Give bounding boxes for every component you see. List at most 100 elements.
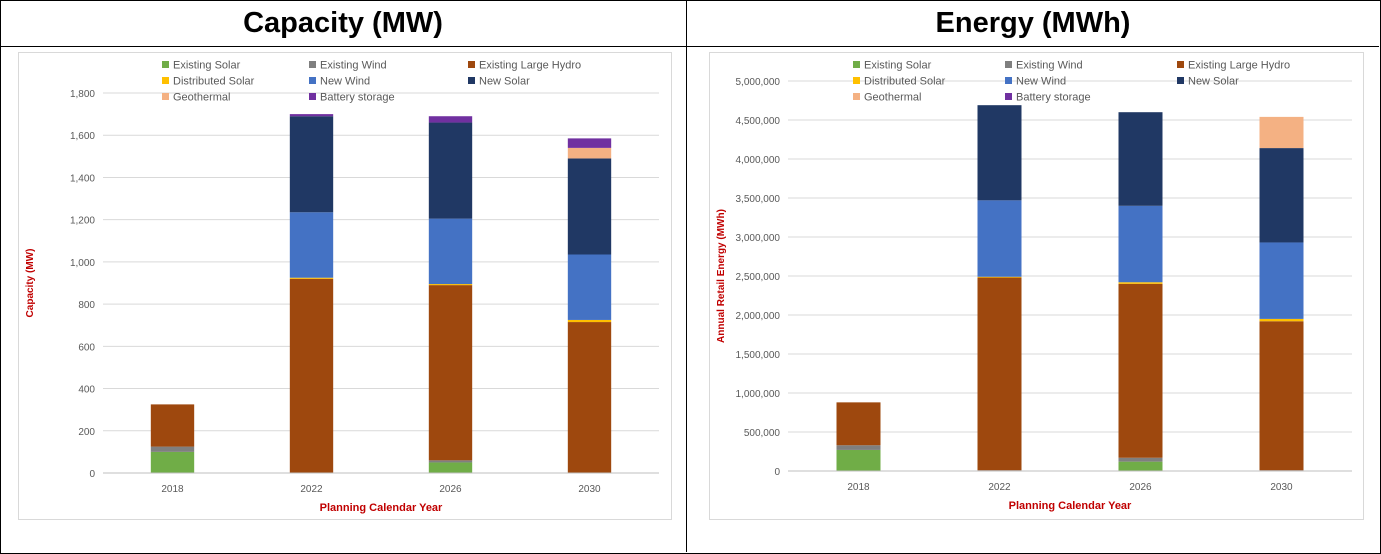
capacity-bar-existing-large-hydro-2030 (567, 322, 612, 473)
capacity-legend-label-geothermal: Geothermal (173, 92, 230, 104)
energy-chart-box: 0 500,000 1,000,000 1,500,000 2,000,000 2,500… (709, 52, 1364, 520)
energy-y-tick-label: 4,000,000 (736, 155, 781, 166)
energy-legend-swatch-existing-wind (1005, 61, 1012, 68)
energy-legend-label-existing-large-hydro: Existing Large Hydro (1188, 60, 1290, 72)
capacity-bar-new-wind-2030 (567, 254, 612, 320)
capacity-y-tick-label: 1,200 (70, 216, 95, 227)
energy-legend-swatch-geothermal (853, 93, 860, 100)
energy-legend-swatch-existing-large-hydro (1177, 61, 1184, 68)
energy-y-axis-title: Annual Retail Energy (MWh) (716, 209, 727, 343)
capacity-legend-label-distributed-solar: Distributed Solar (173, 76, 255, 88)
energy-panel-title: Energy (MWh) (935, 7, 1131, 39)
capacity-y-tick-label: 200 (78, 427, 95, 438)
capacity-bar-new-solar-2030 (567, 158, 612, 255)
capacity-bar-distributed-solar-2030 (567, 319, 612, 323)
energy-bar-existing-large-hydro-2026 (1118, 283, 1163, 458)
capacity-bar-existing-wind-2026 (428, 460, 473, 463)
capacity-bar-existing-wind-2018 (150, 446, 195, 452)
energy-bar-distributed-solar-2022 (977, 276, 1022, 278)
capacity-x-tick-label: 2026 (439, 484, 462, 495)
capacity-bar-new-wind-2026 (428, 218, 473, 285)
energy-x-tick-label: 2022 (988, 482, 1011, 493)
energy-y-tick-label: 1,000,000 (736, 389, 781, 400)
energy-bar-new-wind-2030 (1259, 242, 1304, 319)
capacity-bar-battery-storage-2030 (567, 138, 612, 148)
capacity-legend-swatch-geothermal (162, 93, 169, 100)
energy-bar-existing-large-hydro-2022 (977, 277, 1022, 471)
energy-legend-label-geothermal: Geothermal (864, 92, 921, 104)
energy-bar-existing-large-hydro-2030 (1259, 321, 1304, 471)
capacity-chart: 0 200 400 600 800 1,000 1,200 1,400 1,600 1,800 20… (25, 60, 659, 514)
energy-bar-distributed-solar-2030 (1259, 318, 1304, 322)
energy-y-tick-label: 0 (774, 467, 780, 478)
capacity-bar-existing-solar-2026 (428, 462, 473, 473)
energy-y-tick-label: 3,000,000 (736, 233, 781, 244)
energy-x-tick-label: 2026 (1129, 482, 1152, 493)
capacity-legend-label-existing-large-hydro: Existing Large Hydro (479, 60, 581, 72)
capacity-legend-swatch-existing-wind (309, 61, 316, 68)
capacity-chart-box: 0 200 400 600 800 1,000 1,200 1,400 1,600 1,800 20… (18, 52, 672, 520)
energy-bar-existing-large-hydro-2018 (836, 402, 881, 446)
capacity-y-tick-label: 800 (78, 300, 95, 311)
title-divider (0, 46, 1379, 47)
capacity-y-axis-title: Capacity (MW) (25, 249, 36, 318)
capacity-legend-swatch-existing-large-hydro (468, 61, 475, 68)
energy-bar-distributed-solar-2026 (1118, 282, 1163, 284)
capacity-x-tick-label: 2018 (161, 484, 184, 495)
capacity-legend-label-existing-solar: Existing Solar (173, 60, 241, 72)
capacity-panel-title: Capacity (MW) (243, 7, 443, 39)
capacity-x-tick-label: 2022 (300, 484, 323, 495)
energy-legend-swatch-battery-storage (1005, 93, 1012, 100)
capacity-legend-label-existing-wind: Existing Wind (320, 60, 387, 72)
capacity-legend-swatch-battery-storage (309, 93, 316, 100)
capacity-bar-battery-storage-2022 (289, 114, 334, 117)
energy-legend-label-new-wind: New Wind (1016, 76, 1066, 88)
energy-y-tick-label: 500,000 (744, 428, 781, 439)
capacity-bar-distributed-solar-2026 (428, 284, 473, 286)
capacity-y-tick-label: 0 (89, 469, 95, 480)
capacity-y-tick-label: 1,600 (70, 131, 95, 142)
energy-y-tick-label: 2,000,000 (736, 311, 781, 322)
capacity-y-tick-label: 400 (78, 385, 95, 396)
capacity-bar-new-solar-2022 (289, 116, 334, 213)
capacity-legend-label-new-wind: New Wind (320, 76, 370, 88)
panel-divider (686, 0, 687, 552)
energy-x-tick-label: 2030 (1270, 482, 1293, 493)
energy-legend-swatch-distributed-solar (853, 77, 860, 84)
energy-y-tick-label: 3,500,000 (736, 194, 781, 205)
capacity-x-tick-label: 2030 (578, 484, 601, 495)
energy-y-tick-label: 5,000,000 (736, 77, 781, 88)
energy-legend-label-battery-storage: Battery storage (1016, 92, 1091, 104)
energy-legend-label-existing-wind: Existing Wind (1016, 60, 1083, 72)
energy-x-axis-title: Planning Calendar Year (1009, 500, 1132, 512)
energy-y-tick-label: 1,500,000 (736, 350, 781, 361)
energy-bar-new-wind-2026 (1118, 205, 1163, 283)
energy-bar-new-solar-2022 (977, 105, 1022, 201)
energy-bar-existing-solar-2018 (836, 449, 881, 471)
capacity-bar-existing-large-hydro-2026 (428, 285, 473, 461)
capacity-bar-existing-solar-2018 (150, 451, 195, 473)
capacity-legend-label-new-solar: New Solar (479, 76, 530, 88)
energy-bar-new-solar-2030 (1259, 148, 1304, 243)
energy-legend-label-distributed-solar: Distributed Solar (864, 76, 946, 88)
energy-bar-existing-wind-2018 (836, 445, 881, 450)
capacity-bar-geothermal-2030 (567, 147, 612, 159)
energy-bar-existing-wind-2026 (1118, 457, 1163, 462)
capacity-legend-swatch-new-solar (468, 77, 475, 84)
energy-legend-swatch-existing-solar (853, 61, 860, 68)
capacity-y-tick-label: 1,400 (70, 173, 95, 184)
energy-y-tick-label: 2,500,000 (736, 272, 781, 283)
energy-bar-new-wind-2022 (977, 200, 1022, 277)
capacity-legend-swatch-distributed-solar (162, 77, 169, 84)
capacity-x-axis-title: Planning Calendar Year (320, 502, 443, 514)
capacity-bar-existing-large-hydro-2018 (150, 404, 195, 447)
capacity-bar-new-solar-2026 (428, 122, 473, 219)
capacity-legend-swatch-existing-solar (162, 61, 169, 68)
capacity-bar-distributed-solar-2022 (289, 277, 334, 279)
energy-legend-swatch-new-wind (1005, 77, 1012, 84)
energy-bar-new-solar-2026 (1118, 112, 1163, 206)
energy-x-tick-label: 2018 (847, 482, 870, 493)
energy-legend-label-existing-solar: Existing Solar (864, 60, 932, 72)
energy-legend-label-new-solar: New Solar (1188, 76, 1239, 88)
energy-chart: 0 500,000 1,000,000 1,500,000 2,000,000 2,500… (716, 60, 1352, 512)
